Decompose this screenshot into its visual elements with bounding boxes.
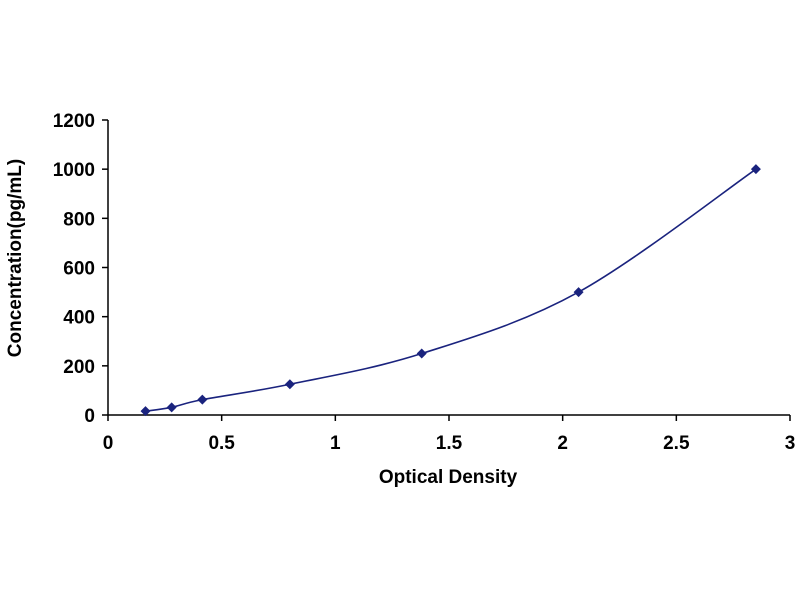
y-tick-label: 1000 [53, 160, 95, 181]
data-point-marker [197, 394, 208, 405]
y-axis-title: Concentration(pg/mL) [5, 159, 26, 357]
y-tick-label: 1200 [53, 111, 95, 132]
y-tick-label: 200 [63, 357, 95, 378]
x-tick-labels: 0 0.5 1 1.5 2 2.5 3 [103, 433, 796, 454]
data-points [140, 164, 761, 417]
data-point-marker [416, 348, 427, 359]
x-tick-label: 2.5 [663, 433, 690, 454]
x-tick-label: 0.5 [208, 433, 235, 454]
x-axis-title: Optical Density [379, 467, 518, 488]
x-ticks [107, 415, 791, 421]
x-tick-label: 1 [330, 433, 341, 454]
x-tick-label: 1.5 [436, 433, 463, 454]
axes [107, 120, 790, 416]
data-point-marker [284, 379, 295, 390]
x-tick-label: 0 [103, 433, 114, 454]
data-point-marker [573, 287, 584, 298]
y-tick-labels: 0 200 400 600 800 1000 1200 [53, 111, 95, 427]
y-tick-label: 0 [84, 406, 95, 427]
data-point-marker [166, 402, 177, 413]
data-point-marker [750, 164, 761, 175]
y-tick-label: 400 [63, 308, 95, 329]
y-tick-label: 600 [63, 259, 95, 280]
y-ticks [102, 119, 108, 416]
x-tick-label: 3 [785, 433, 796, 454]
x-tick-label: 2 [557, 433, 568, 454]
y-tick-label: 800 [63, 209, 95, 230]
standard-curve-line [145, 168, 757, 412]
data-point-marker [140, 406, 151, 417]
